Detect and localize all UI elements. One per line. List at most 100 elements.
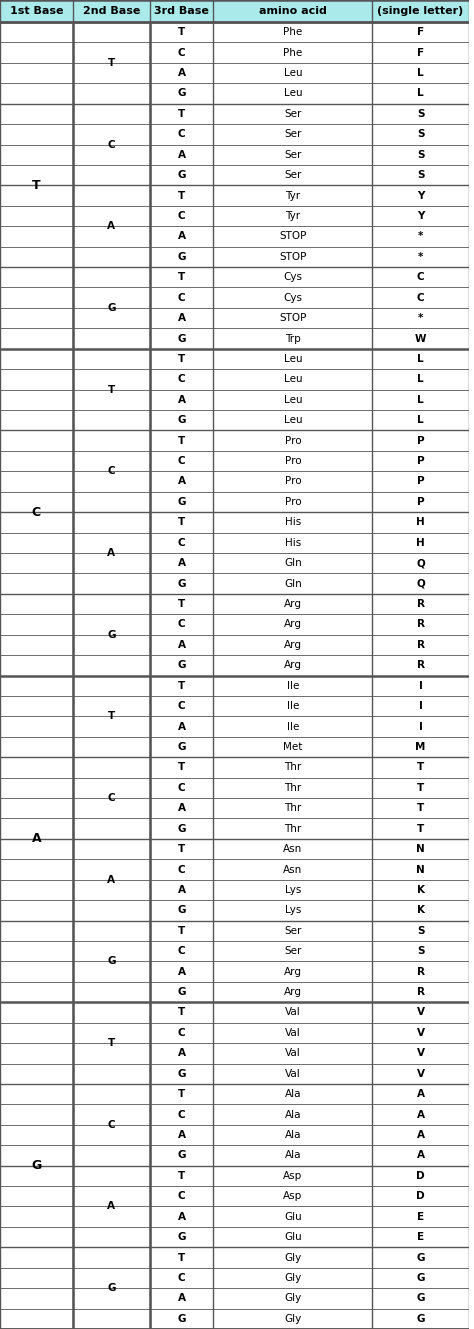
Bar [0,348,468,369]
Text: Ile: Ile [287,680,299,691]
Text: I: I [419,702,422,711]
Text: Met: Met [283,742,302,752]
Text: G: G [416,1252,425,1263]
Text: Val: Val [285,1049,301,1058]
Text: G: G [107,957,116,966]
Text: Gly: Gly [284,1293,301,1304]
Text: T: T [178,844,185,855]
Bar [0,1023,468,1043]
Text: Leu: Leu [283,89,302,98]
Bar [0,389,468,411]
Text: Cys: Cys [283,292,302,303]
Text: H: H [416,517,425,528]
Text: Gln: Gln [284,558,302,569]
Text: *: * [418,253,423,262]
Text: T: T [108,384,115,395]
Bar [0,655,468,675]
Bar [0,1063,468,1084]
Text: Pro: Pro [284,456,301,466]
Text: A: A [178,885,185,894]
Text: T: T [417,803,424,813]
Text: I: I [419,680,422,691]
Text: A: A [31,832,41,845]
Bar [0,860,468,880]
Bar [0,23,468,43]
Text: M: M [415,742,426,752]
Text: Trp: Trp [285,334,301,343]
Text: S: S [417,129,424,140]
Text: C: C [178,129,185,140]
Text: Lys: Lys [285,905,301,916]
Bar [0,226,468,247]
Text: Pro: Pro [284,497,301,506]
Text: T: T [178,926,185,936]
Text: C: C [178,538,185,548]
Bar [0,1166,468,1185]
Text: *: * [418,231,423,242]
Text: T: T [178,1252,185,1263]
Bar [0,1084,468,1104]
Bar [0,1002,468,1023]
Text: Leu: Leu [283,375,302,384]
Text: R: R [417,661,425,670]
Text: G: G [177,661,186,670]
Text: Ser: Ser [284,170,301,181]
Text: L: L [417,354,424,364]
Text: A: A [178,1049,185,1058]
Text: Arg: Arg [284,661,302,670]
Bar [0,512,468,533]
Text: Lys: Lys [285,885,301,894]
Text: C: C [108,140,115,150]
Text: Glu: Glu [284,1212,302,1221]
Bar [0,736,468,758]
Bar [0,411,468,431]
Text: Gln: Gln [284,578,302,589]
Text: L: L [417,375,424,384]
Text: A: A [178,231,185,242]
Text: A: A [417,1090,425,1099]
Bar [0,145,468,165]
Bar [0,675,468,696]
Text: C: C [178,292,185,303]
Text: W: W [415,334,426,343]
Text: G: G [107,303,116,312]
Bar [0,451,468,472]
Text: A: A [178,722,185,731]
Text: Arg: Arg [284,639,302,650]
Bar [0,492,468,512]
Text: Cys: Cys [283,272,302,282]
Bar [0,635,468,655]
Bar [0,1309,468,1329]
Text: V: V [417,1049,425,1058]
Text: L: L [417,415,424,425]
Text: P: P [417,497,424,506]
Text: amino acid: amino acid [259,7,327,16]
Text: T: T [178,272,185,282]
Bar [0,1146,468,1166]
Bar [0,165,468,185]
Bar [0,0,73,23]
Bar [0,1248,468,1268]
Text: T: T [178,1171,185,1181]
Text: F: F [417,48,424,57]
Text: G: G [177,170,186,181]
Bar [0,267,468,287]
Bar [0,716,468,736]
Text: G: G [177,905,186,916]
Text: Pro: Pro [284,477,301,486]
Bar [0,287,468,308]
Text: G: G [177,334,186,343]
Bar [213,0,373,23]
Text: R: R [417,619,425,630]
Bar [0,1185,468,1207]
Text: A: A [107,221,115,231]
Bar [73,0,150,23]
Bar [0,880,468,900]
Text: G: G [177,1232,186,1243]
Text: C: C [178,1027,185,1038]
Text: Asn: Asn [283,864,302,874]
Text: Leu: Leu [283,68,302,78]
Bar [0,206,468,226]
Text: T: T [417,763,424,772]
Bar [0,1288,468,1309]
